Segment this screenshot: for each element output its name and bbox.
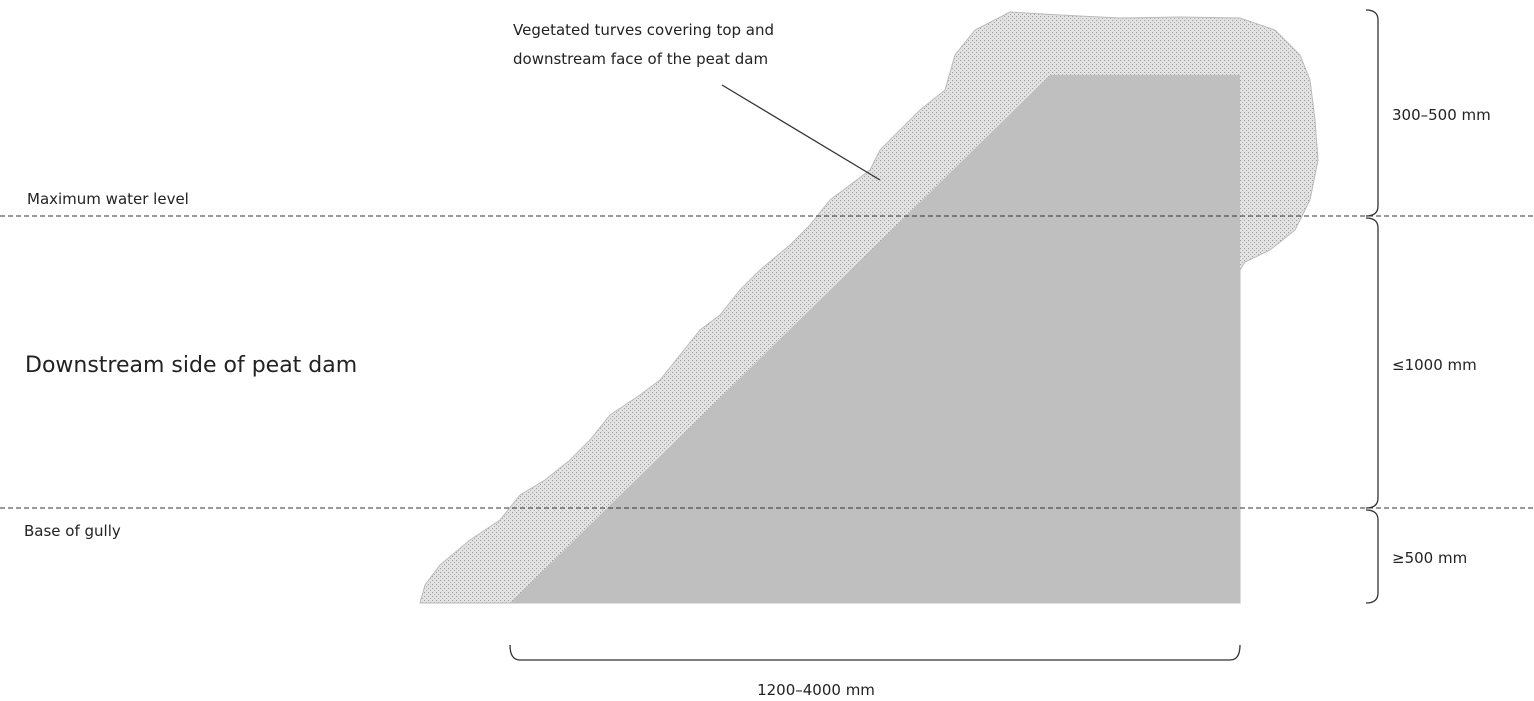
peat-dam [510, 75, 1240, 603]
annotation-line: Vegetated turves covering top and [513, 21, 774, 39]
brace-middle [1365, 217, 1379, 509]
side-label: Downstream side of peat dam [25, 353, 357, 378]
dimension-label: 1200–4000 mm [757, 681, 875, 699]
braces [509, 9, 1379, 661]
dimension-label: 300–500 mm [1392, 106, 1491, 124]
level-label: Maximum water level [27, 190, 189, 208]
annotation-line: downstream face of the peat dam [513, 50, 768, 68]
dimension-label: ≤1000 mm [1392, 356, 1477, 374]
dimension-label: ≥500 mm [1392, 549, 1467, 567]
brace-top [1365, 9, 1379, 217]
brace-bottom [1365, 509, 1379, 604]
brace-width [509, 644, 1241, 661]
level-label: Base of gully [24, 522, 121, 540]
annotation-leader [721, 84, 881, 181]
